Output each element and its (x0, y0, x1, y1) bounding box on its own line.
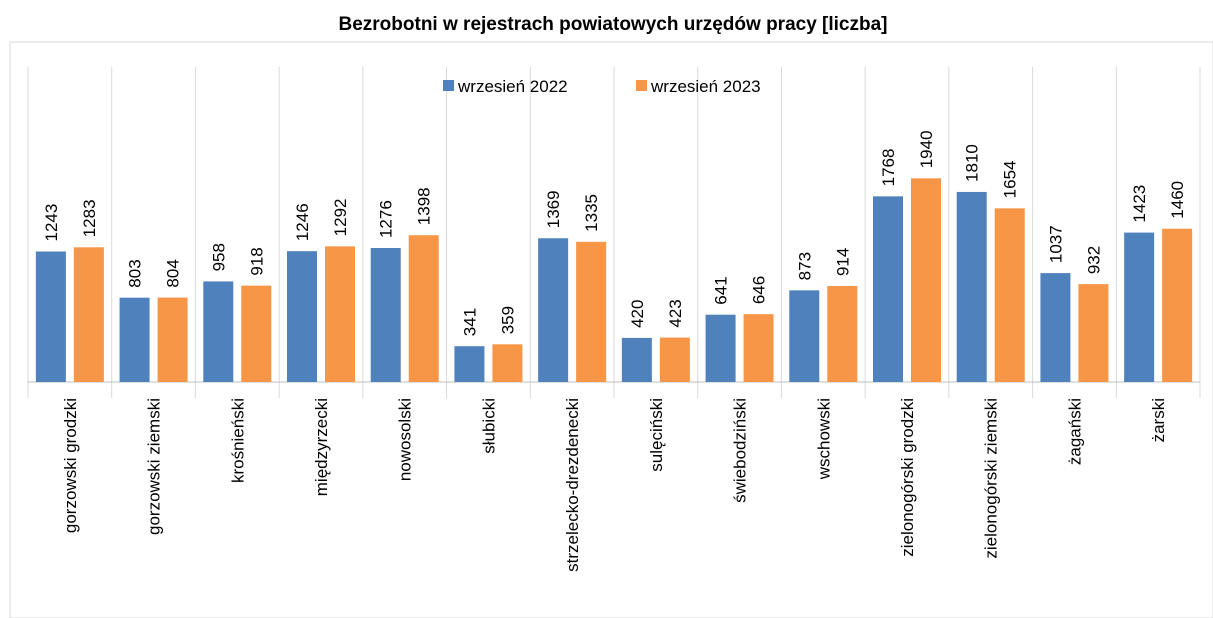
value-label: 804 (164, 259, 183, 287)
bar (1162, 228, 1193, 382)
bar (827, 286, 858, 382)
bar (287, 251, 317, 382)
value-label: 646 (750, 276, 769, 304)
bar (203, 281, 234, 382)
value-label: 423 (666, 299, 685, 327)
value-label: 958 (209, 243, 228, 271)
x-tick-label: słubicki (479, 398, 498, 454)
bar (454, 346, 485, 382)
bar (1040, 273, 1071, 382)
value-label: 1037 (1046, 225, 1065, 263)
bar (621, 337, 652, 382)
value-label: 914 (833, 248, 852, 276)
bar (994, 208, 1025, 382)
bar (911, 178, 941, 382)
x-tick-label: gorzowski grodzki (61, 398, 80, 533)
value-label: 359 (498, 306, 517, 334)
bar (119, 297, 150, 382)
legend-label: wrzesień 2023 (650, 77, 761, 96)
legend-swatch (443, 80, 454, 91)
chart-title: Bezrobotni w rejestrach powiatowych urzę… (339, 14, 888, 35)
bar (538, 238, 569, 382)
value-label: 1768 (879, 149, 898, 187)
value-label: 1460 (1168, 181, 1187, 219)
bar (576, 241, 607, 382)
bar (157, 297, 188, 382)
x-tick-label: żagański (1065, 398, 1084, 465)
bar (1078, 284, 1109, 382)
x-tick-label: świebodziński (731, 398, 750, 503)
x-tick-label: zielonogórski grodzki (898, 398, 917, 557)
bar (789, 290, 820, 382)
x-tick-label: zielonogórski ziemski (982, 398, 1001, 559)
x-tick-label: wschowski (814, 398, 833, 480)
value-label: 1335 (582, 194, 601, 232)
value-label: 1369 (544, 190, 563, 228)
x-tick-label: krośnieński (228, 398, 247, 483)
value-label: 1423 (1130, 185, 1149, 223)
chart-frame (9, 41, 1213, 618)
x-tick-label: strzelecko-drezdenecki (563, 398, 582, 572)
value-label: 1246 (293, 203, 312, 241)
x-tick-label: gorzowski ziemski (145, 398, 164, 535)
value-label: 1243 (42, 204, 61, 242)
value-label: 1810 (963, 144, 982, 182)
value-label: 803 (126, 259, 145, 287)
x-tick-label: żarski (1149, 398, 1168, 442)
value-label: 873 (795, 252, 814, 280)
value-label: 1398 (415, 187, 434, 225)
value-label: 420 (628, 300, 647, 328)
bar (873, 196, 903, 382)
value-label: 341 (460, 308, 479, 336)
bar (408, 235, 439, 382)
legend-label: wrzesień 2022 (457, 77, 568, 96)
bar (492, 344, 523, 382)
bar (35, 251, 66, 382)
bar (370, 248, 401, 382)
bar (73, 247, 104, 382)
value-label: 918 (247, 247, 266, 275)
value-label: 932 (1084, 246, 1103, 274)
x-tick-label: nowosolski (396, 398, 415, 481)
value-label: 1292 (331, 199, 350, 237)
value-label: 1654 (1001, 161, 1020, 199)
bar (659, 337, 690, 382)
x-tick-label: sulęciński (647, 398, 666, 472)
legend-swatch (636, 80, 647, 91)
value-label: 1276 (377, 200, 396, 238)
value-label: 1940 (917, 130, 936, 168)
bar (956, 191, 987, 382)
bar (325, 246, 355, 382)
bar (705, 314, 736, 382)
bar (1124, 232, 1155, 382)
bar (743, 314, 774, 382)
x-tick-label: międzyrzecki (312, 398, 331, 496)
value-label: 641 (712, 276, 731, 304)
bar (241, 285, 272, 382)
value-label: 1283 (80, 199, 99, 237)
